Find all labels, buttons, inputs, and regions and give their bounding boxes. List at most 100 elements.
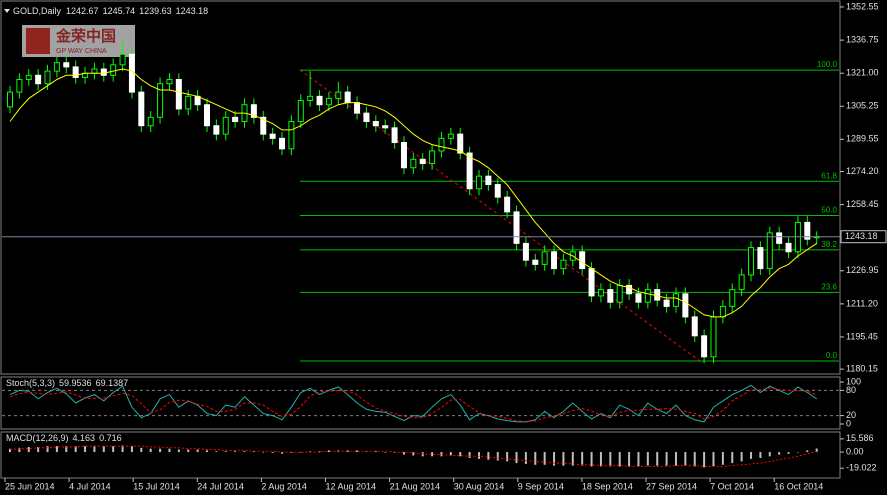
histogram-bar	[46, 446, 49, 453]
histogram-bar	[712, 452, 715, 467]
stoch-panel	[0, 376, 841, 430]
histogram-bar	[768, 452, 771, 457]
candle-body	[626, 284, 633, 295]
candle-body	[325, 97, 332, 106]
y-tick-label: 1211.20	[846, 298, 878, 308]
candle-body	[222, 116, 229, 135]
fib-label: 38.2	[821, 240, 837, 249]
candle-body	[776, 232, 783, 244]
candle-body	[729, 289, 736, 307]
histogram-bar	[693, 452, 696, 467]
y-tick-label: 0.00	[846, 446, 864, 456]
histogram-bar	[468, 452, 471, 459]
histogram-bar	[637, 452, 640, 467]
histogram-bar	[740, 452, 743, 462]
candle-body	[175, 79, 182, 110]
histogram-bar	[571, 452, 574, 466]
y-tick-label: 1321.00	[846, 68, 879, 78]
candle-body	[522, 242, 529, 261]
histogram-bar	[449, 452, 452, 456]
fib-label: 61.8	[821, 171, 837, 180]
histogram-bar	[102, 446, 105, 453]
candle-body	[260, 116, 267, 135]
x-tick-label: 9 Sep 2014	[518, 481, 564, 491]
candle-body	[288, 121, 295, 150]
histogram-bar	[759, 452, 762, 459]
histogram-bar	[234, 451, 237, 453]
candle-body	[138, 91, 145, 127]
candle-body	[682, 293, 689, 318]
macd-panel	[0, 431, 841, 479]
candle-body	[532, 259, 539, 265]
menu-arrow[interactable]	[4, 9, 10, 13]
candle-body	[100, 68, 107, 76]
histogram-bar	[177, 449, 180, 453]
histogram-bar	[506, 452, 509, 462]
histogram-bar	[534, 452, 537, 465]
histogram-bar	[796, 452, 799, 453]
y-tick-label: 100	[846, 376, 861, 386]
histogram-bar	[271, 452, 274, 453]
high: 1245.74	[103, 6, 136, 16]
histogram-bar	[84, 446, 87, 453]
histogram-bar	[750, 452, 753, 459]
watermark-subtext: GP WAY CHINA	[56, 48, 107, 55]
histogram-bar	[590, 452, 593, 467]
chart-title: GOLD,Daily 1242.67 1245.74 1239.63 1243.18	[13, 6, 208, 16]
histogram-bar	[37, 446, 40, 453]
candle-body	[560, 259, 567, 270]
histogram-bar	[478, 452, 480, 459]
low: 1239.63	[139, 6, 172, 16]
indicator-line	[9, 384, 817, 423]
histogram-bar	[93, 446, 96, 453]
name: MACD(12,26,9)	[6, 433, 69, 443]
histogram-bar	[459, 452, 462, 457]
price-box	[840, 230, 887, 244]
fib-label: 23.6	[821, 282, 837, 291]
histogram-bar	[327, 450, 330, 453]
histogram-bar	[149, 448, 152, 453]
fib-label: 50.0	[821, 206, 837, 215]
candle-body	[738, 274, 745, 291]
histogram-bar	[721, 452, 724, 465]
y-tick-label: 80	[846, 385, 856, 395]
candle-body	[53, 62, 60, 72]
histogram-bar	[205, 450, 208, 453]
candle-body	[710, 316, 717, 358]
y-tick-label: 1305.25	[846, 101, 879, 111]
symbol: GOLD,Daily	[13, 6, 62, 16]
histogram-bar	[112, 446, 115, 453]
price-label: 1243.18	[845, 231, 878, 241]
price-panel	[0, 0, 841, 375]
candle-body	[382, 125, 389, 129]
candle-body	[719, 305, 726, 318]
y-tick-label: 1258.45	[846, 199, 879, 209]
histogram-bar	[431, 452, 434, 457]
x-tick-label: 2 Aug 2014	[261, 481, 307, 491]
candle-body	[269, 133, 276, 139]
watermark: 金荣中国 GP WAY CHINA	[22, 25, 135, 57]
x-tick-label: 21 Aug 2014	[390, 481, 441, 491]
histogram-bar	[224, 451, 227, 453]
x-tick-label: 27 Sep 2014	[646, 481, 697, 491]
y-tick-label: -19.022	[846, 463, 877, 473]
histogram-bar	[553, 452, 556, 466]
histogram-bar	[674, 452, 677, 466]
stoch-title: Stoch(5,3,3) 59.9536 69.1387	[6, 378, 128, 388]
histogram-bar	[487, 452, 490, 460]
candle-body	[466, 152, 473, 190]
y-tick-label: 1352.55	[846, 1, 879, 11]
candle-body	[485, 175, 492, 186]
indicator-line	[9, 387, 817, 423]
x-tick-label: 30 Aug 2014	[454, 481, 505, 491]
x-tick-label: 12 Aug 2014	[326, 481, 377, 491]
candle-body	[119, 53, 126, 66]
histogram-bar	[74, 446, 77, 453]
histogram-bar	[618, 452, 621, 467]
histogram-bar	[665, 452, 668, 466]
open: 1242.67	[66, 6, 99, 16]
watermark-text: 金荣中国	[55, 27, 116, 45]
candle-body	[410, 158, 417, 169]
histogram-bar	[196, 449, 199, 453]
